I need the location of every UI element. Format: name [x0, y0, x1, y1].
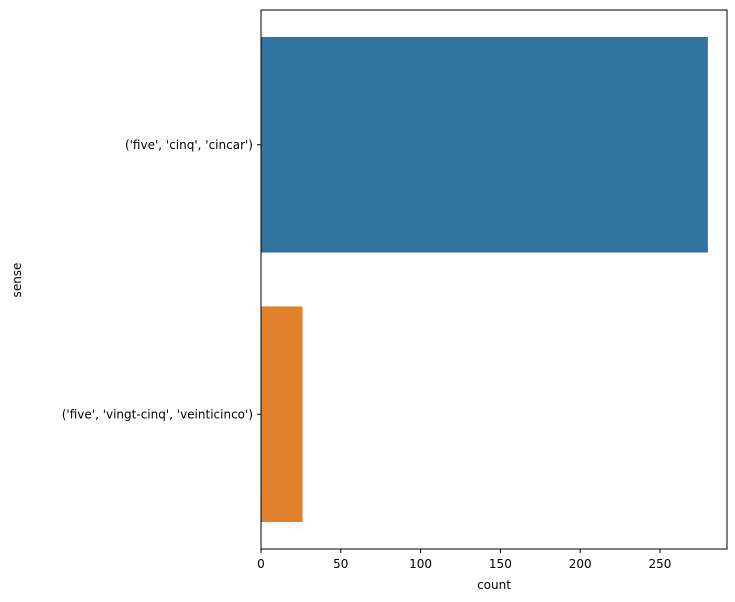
x-tick-label-2: 100: [409, 557, 432, 571]
y-tick-label-1: ('five', 'vingt-cinq', 'veinticinco'): [62, 407, 253, 421]
x-tick-label-5: 250: [649, 557, 672, 571]
bars-group: [261, 36, 708, 523]
y-axis-label: sense: [10, 263, 24, 298]
x-tick-label-4: 200: [569, 557, 592, 571]
x-tick-label-0: 0: [257, 557, 265, 571]
y-axis-ticks: ('five', 'cinq', 'cincar') ('five', 'ving…: [62, 138, 261, 421]
bar-1: [261, 306, 303, 523]
x-tick-label-1: 50: [333, 557, 348, 571]
x-tick-label-3: 150: [489, 557, 512, 571]
bar-0: [261, 36, 708, 253]
plot-frame: [260, 9, 728, 550]
x-axis-ticks: 0 50 100 150 200 250: [257, 549, 671, 571]
x-axis-label: count: [477, 578, 511, 592]
y-tick-label-0: ('five', 'cinq', 'cincar'): [125, 138, 253, 152]
